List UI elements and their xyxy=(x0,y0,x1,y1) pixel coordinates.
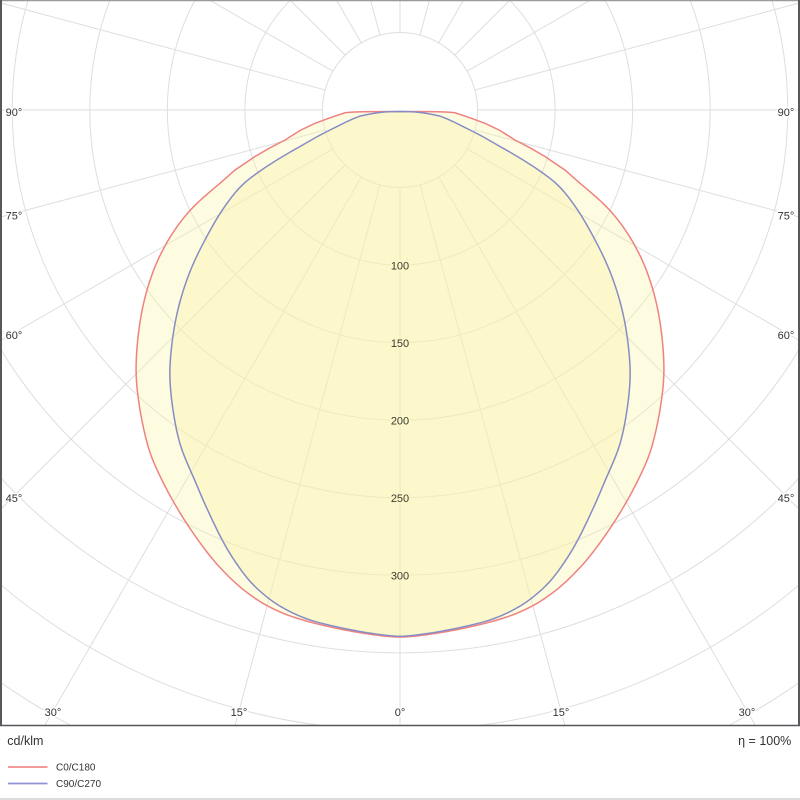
svg-text:0°: 0° xyxy=(395,707,406,719)
svg-text:C90/C270: C90/C270 xyxy=(56,779,101,790)
svg-text:15°: 15° xyxy=(231,707,248,719)
svg-text:90°: 90° xyxy=(6,107,23,119)
svg-text:30°: 30° xyxy=(739,707,756,719)
svg-text:η = 100%: η = 100% xyxy=(738,734,791,748)
svg-text:300: 300 xyxy=(391,571,409,583)
svg-text:60°: 60° xyxy=(6,330,23,342)
svg-text:15°: 15° xyxy=(553,707,570,719)
svg-text:45°: 45° xyxy=(778,493,795,505)
svg-text:200: 200 xyxy=(391,415,409,427)
svg-text:75°: 75° xyxy=(778,211,795,223)
svg-text:60°: 60° xyxy=(778,330,795,342)
svg-text:45°: 45° xyxy=(6,493,23,505)
svg-text:C0/C180: C0/C180 xyxy=(56,763,96,774)
svg-text:250: 250 xyxy=(391,493,409,505)
svg-text:75°: 75° xyxy=(6,211,23,223)
svg-text:100: 100 xyxy=(391,260,409,272)
svg-text:90°: 90° xyxy=(778,107,795,119)
svg-text:150: 150 xyxy=(391,338,409,350)
svg-text:cd/klm: cd/klm xyxy=(7,734,43,748)
svg-text:30°: 30° xyxy=(45,707,62,719)
